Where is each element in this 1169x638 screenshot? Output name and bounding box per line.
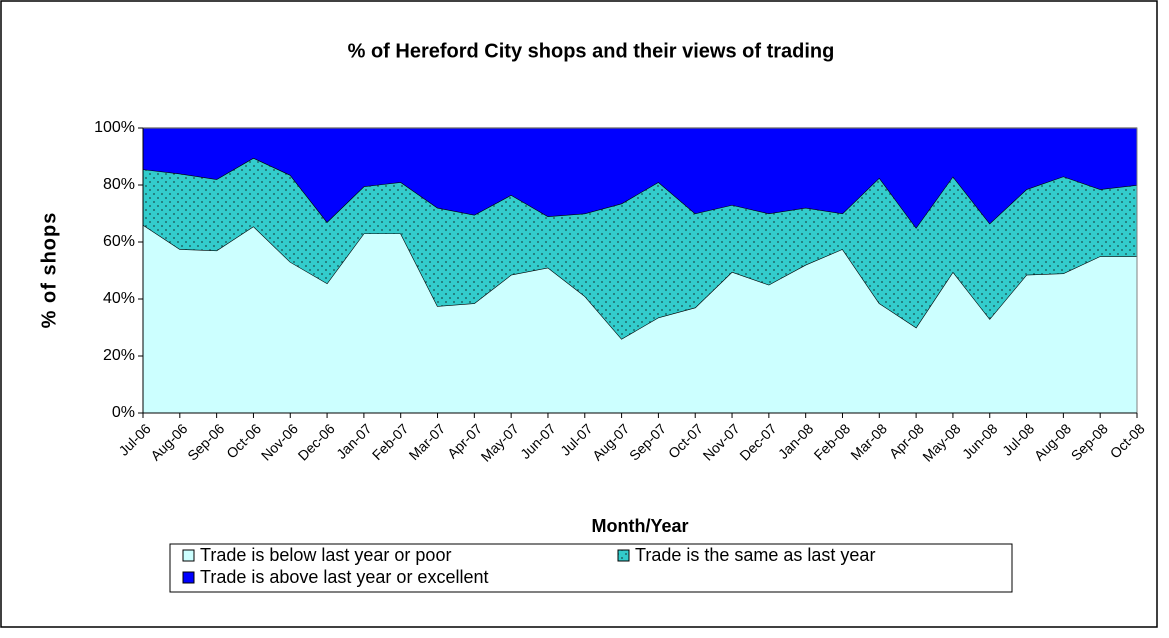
y-tick-label: 0% (112, 404, 135, 421)
y-tick-label: 80% (103, 176, 135, 193)
chart-title: % of Hereford City shops and their views… (348, 40, 835, 62)
y-tick-label: 40% (103, 290, 135, 307)
legend-swatch (182, 571, 195, 584)
legend (169, 543, 1013, 593)
x-axis-title: Month/Year (591, 516, 688, 536)
area (143, 128, 1137, 228)
legend-label: Trade is above last year or excellent (200, 567, 488, 587)
y-tick-label: 100% (94, 119, 135, 136)
area (143, 224, 1137, 413)
legend-swatch (182, 549, 195, 562)
y-tick-label: 60% (103, 233, 135, 250)
legend-label: Trade is the same as last year (635, 545, 875, 565)
area (143, 157, 1137, 339)
y-tick-label: 20% (103, 347, 135, 364)
y-axis-title: % of shops (38, 212, 60, 329)
legend-swatch (617, 549, 630, 562)
legend-label: Trade is below last year or poor (200, 545, 451, 565)
